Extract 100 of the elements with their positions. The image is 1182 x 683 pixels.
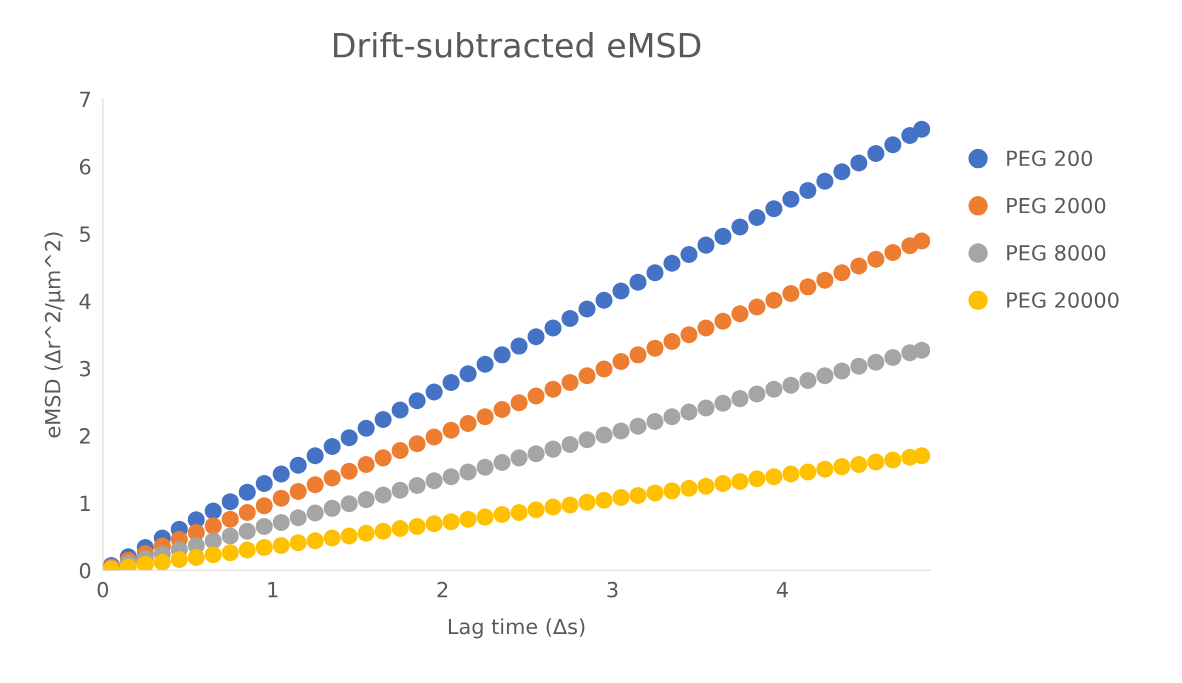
point — [544, 498, 562, 516]
y-tick-label: 5 — [80, 226, 90, 242]
point — [255, 497, 273, 515]
point — [884, 451, 902, 469]
point — [459, 510, 477, 528]
point — [408, 518, 426, 536]
point — [629, 487, 647, 505]
point — [663, 408, 681, 426]
point — [731, 472, 749, 490]
point — [578, 431, 596, 449]
point — [680, 246, 698, 264]
point — [136, 555, 154, 571]
point — [442, 513, 460, 531]
point — [289, 483, 307, 501]
point — [374, 522, 392, 540]
point — [799, 278, 817, 296]
point — [884, 136, 902, 154]
point — [544, 319, 562, 337]
point — [629, 273, 647, 291]
point — [391, 441, 409, 459]
point — [493, 454, 511, 472]
point — [442, 468, 460, 486]
point — [391, 481, 409, 499]
point — [731, 390, 749, 408]
point — [697, 477, 715, 495]
x-tick-label: 3 — [607, 581, 618, 598]
point — [595, 426, 613, 444]
point — [255, 474, 273, 492]
point — [714, 474, 732, 492]
point — [238, 541, 256, 559]
point — [561, 496, 579, 514]
point — [765, 468, 783, 486]
point — [629, 346, 647, 364]
point — [391, 401, 409, 419]
point — [913, 447, 931, 465]
point — [731, 218, 749, 236]
point — [238, 483, 256, 501]
point — [272, 489, 290, 507]
x-tick-label: 0 — [97, 581, 109, 598]
point — [816, 172, 834, 190]
point — [153, 553, 171, 571]
point — [425, 428, 443, 446]
point — [476, 508, 494, 526]
point — [748, 209, 766, 227]
point — [697, 236, 715, 254]
point — [476, 408, 494, 426]
point — [782, 376, 800, 394]
y-tick-label: 4 — [79, 293, 91, 309]
point — [646, 339, 664, 357]
y-tick-label: 7 — [80, 91, 90, 107]
point — [357, 419, 375, 437]
point — [680, 479, 698, 497]
point — [782, 190, 800, 208]
y-tick-label: 2 — [79, 428, 90, 444]
point — [255, 538, 273, 556]
point — [595, 491, 613, 509]
point — [578, 367, 596, 385]
x-tick-label: 2 — [437, 581, 448, 598]
point — [765, 200, 783, 218]
point — [306, 532, 324, 550]
point — [187, 549, 205, 567]
point — [561, 435, 579, 453]
point — [867, 353, 885, 371]
y-axis-title: eMSD (Δr^2/μm^2) — [44, 232, 65, 438]
point — [510, 394, 528, 412]
point — [663, 482, 681, 500]
point — [884, 349, 902, 367]
point — [323, 529, 341, 547]
point — [408, 392, 426, 410]
y-tick-label: 1 — [80, 495, 90, 511]
point — [459, 365, 477, 383]
point — [680, 403, 698, 421]
point — [323, 469, 341, 487]
point — [799, 463, 817, 481]
point — [578, 493, 596, 511]
point — [913, 341, 931, 359]
point — [323, 437, 341, 455]
point — [680, 326, 698, 344]
point — [612, 282, 630, 300]
point — [612, 489, 630, 507]
point — [867, 453, 885, 471]
point — [833, 362, 851, 380]
point — [816, 271, 834, 289]
point — [340, 527, 358, 545]
point — [289, 456, 307, 474]
point — [408, 476, 426, 494]
point — [340, 462, 358, 480]
point — [204, 532, 222, 550]
point — [663, 332, 681, 350]
point — [595, 291, 613, 309]
point — [340, 429, 358, 447]
point — [459, 463, 477, 481]
point — [714, 227, 732, 245]
point — [476, 355, 494, 373]
point — [289, 509, 307, 527]
point — [374, 410, 392, 428]
legend-label: PEG 2000 — [1007, 197, 1106, 214]
point — [612, 422, 630, 440]
point — [646, 413, 664, 431]
point — [714, 312, 732, 330]
